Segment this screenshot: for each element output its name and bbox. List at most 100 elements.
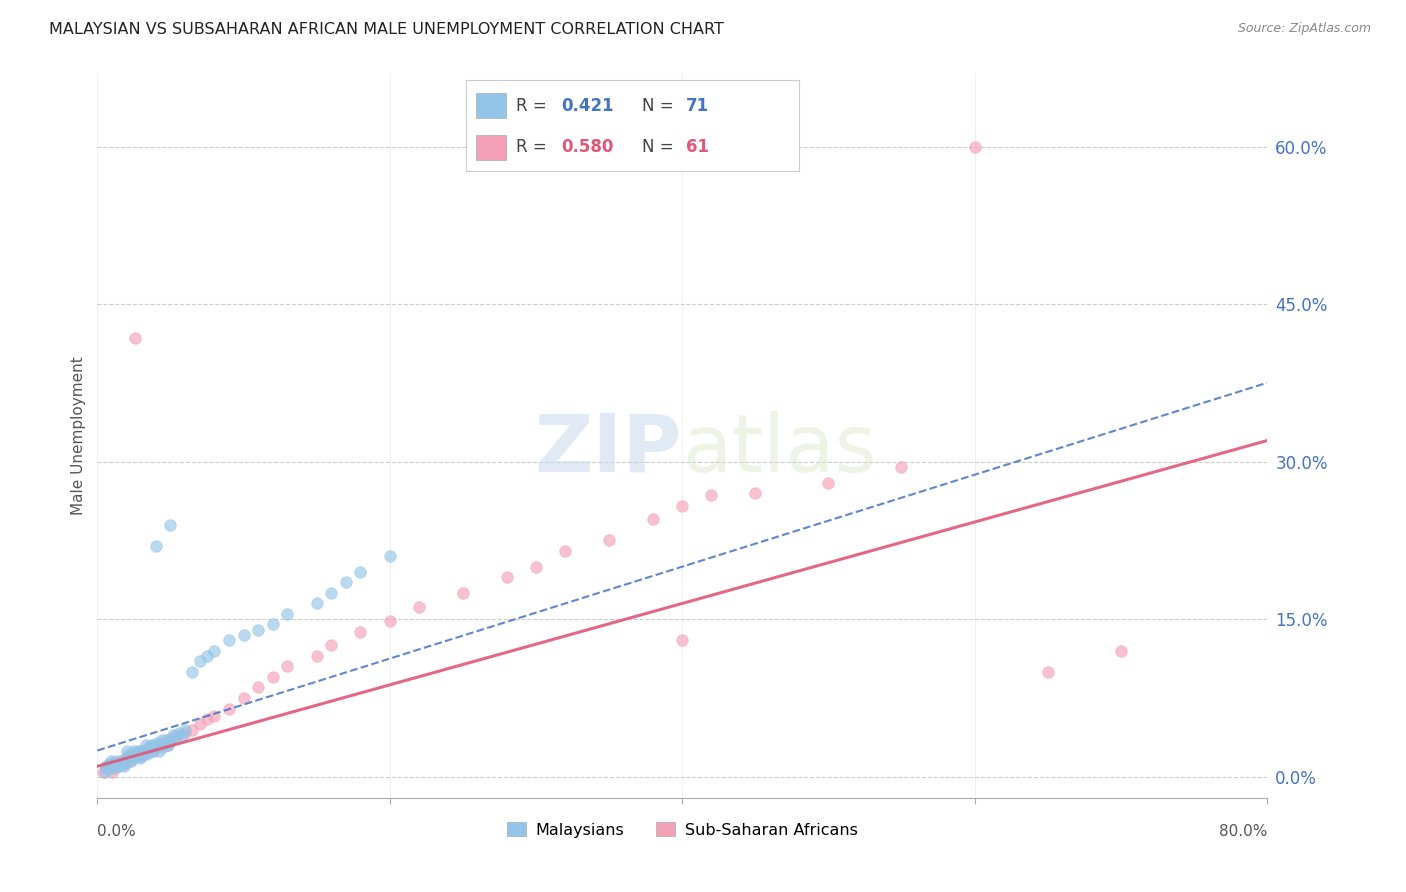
Point	[167, 725, 190, 739]
Point	[598, 533, 620, 548]
Point	[145, 740, 167, 755]
Point	[141, 739, 163, 753]
Point	[305, 648, 328, 663]
Point	[321, 639, 343, 653]
Point	[1036, 665, 1059, 679]
Point	[118, 747, 141, 761]
Point	[143, 740, 166, 755]
Point	[159, 733, 181, 747]
Point	[120, 754, 142, 768]
Point	[129, 743, 152, 757]
Point	[305, 597, 328, 611]
Point	[162, 730, 184, 744]
Point	[159, 733, 181, 747]
Point	[202, 644, 225, 658]
Point	[524, 559, 547, 574]
Point	[114, 754, 136, 768]
Point	[101, 764, 124, 779]
Point	[94, 759, 117, 773]
Point	[138, 743, 160, 757]
Point	[115, 754, 138, 768]
Point	[159, 517, 181, 532]
Point	[136, 743, 159, 757]
Point	[101, 759, 124, 773]
Point	[174, 725, 197, 739]
Point	[378, 549, 401, 564]
Point	[107, 759, 129, 773]
Point	[104, 759, 127, 773]
Point	[145, 739, 167, 753]
Point	[103, 757, 125, 772]
Point	[408, 599, 430, 614]
Text: 80.0%: 80.0%	[1219, 824, 1267, 839]
Point	[136, 747, 159, 761]
Point	[110, 754, 132, 768]
Point	[142, 743, 165, 757]
Point	[166, 728, 188, 742]
Point	[110, 754, 132, 768]
Point	[146, 736, 169, 750]
Point	[127, 747, 149, 761]
Point	[378, 615, 401, 629]
Point	[128, 751, 150, 765]
Point	[101, 759, 124, 773]
Point	[122, 748, 145, 763]
Point	[181, 723, 204, 737]
Point	[100, 754, 122, 768]
Point	[276, 659, 298, 673]
Point	[247, 623, 270, 637]
Point	[118, 754, 141, 768]
Point	[91, 764, 114, 779]
Point	[153, 739, 176, 753]
Point	[122, 751, 145, 765]
Point	[121, 751, 143, 765]
Point	[349, 565, 371, 579]
Legend: Malaysians, Sub-Saharan Africans: Malaysians, Sub-Saharan Africans	[501, 816, 865, 844]
Point	[117, 751, 139, 765]
Point	[135, 739, 157, 753]
Point	[124, 747, 146, 761]
Point	[671, 633, 693, 648]
Point	[138, 740, 160, 755]
Point	[641, 512, 664, 526]
Point	[890, 459, 912, 474]
Point	[671, 499, 693, 513]
Text: Source: ZipAtlas.com: Source: ZipAtlas.com	[1237, 22, 1371, 36]
Point	[188, 717, 211, 731]
Point	[125, 748, 148, 763]
Point	[149, 739, 172, 753]
Point	[181, 665, 204, 679]
Point	[108, 757, 131, 772]
Point	[104, 757, 127, 772]
Text: ZIP: ZIP	[534, 411, 682, 489]
Point	[165, 730, 187, 744]
Point	[97, 761, 120, 775]
Point	[963, 139, 986, 153]
Point	[495, 570, 517, 584]
Point	[155, 733, 177, 747]
Point	[174, 723, 197, 737]
Point	[112, 757, 135, 772]
Point	[127, 743, 149, 757]
Point	[232, 628, 254, 642]
Point	[451, 586, 474, 600]
Point	[554, 544, 576, 558]
Point	[1109, 644, 1132, 658]
Text: atlas: atlas	[682, 411, 876, 489]
Point	[700, 488, 723, 502]
Point	[98, 759, 121, 773]
Point	[195, 712, 218, 726]
Point	[115, 754, 138, 768]
Point	[134, 747, 156, 761]
Point	[321, 586, 343, 600]
Point	[134, 743, 156, 757]
Point	[232, 691, 254, 706]
Point	[104, 761, 127, 775]
Point	[150, 733, 173, 747]
Point	[218, 633, 240, 648]
Point	[94, 761, 117, 775]
Point	[108, 759, 131, 773]
Point	[162, 728, 184, 742]
Point	[98, 757, 121, 772]
Point	[188, 654, 211, 668]
